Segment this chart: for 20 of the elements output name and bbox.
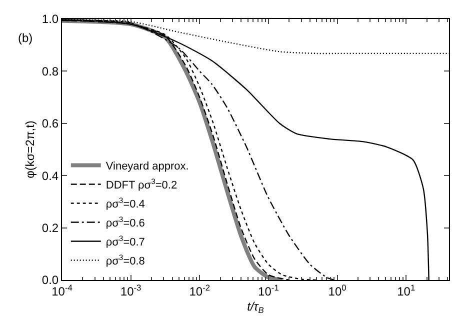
- text: (b): [18, 31, 33, 45]
- x-tick-label: 10$^{1}$: [397, 282, 416, 298]
- legend-label: Vineyard approx.: [106, 160, 189, 173]
- y-tick-label: 0.4: [42, 168, 59, 183]
- legend-label: ρσ$^{3}$=0.4: [106, 196, 145, 211]
- y-axis-title: φ(kσ=2π,t): [23, 120, 38, 178]
- y-tick-label: 0.2: [42, 221, 59, 235]
- legend-label: ρσ$^{3}$=0.8: [106, 252, 145, 268]
- legend-label: DDFT ρσ$^{3}$=0.2: [106, 176, 178, 192]
- y-tick-label: 1.0: [42, 12, 59, 26]
- legend-label: ρσ$^{3}$=0.6: [106, 214, 145, 230]
- y-tick-label: 0.6: [42, 116, 59, 131]
- x-tick-label: 10$^{-3}$: [120, 282, 142, 298]
- x-tick-label: 10$^{0}$: [328, 282, 347, 298]
- y-tick-label: 0.0: [42, 273, 59, 288]
- x-axis-title: t/τ$_{B}$: [247, 299, 264, 315]
- legend-label: ρσ$^{3}$=0.7: [106, 234, 145, 249]
- x-tick-label: 10$^{-2}$: [189, 282, 210, 298]
- y-tick-label: 0.8: [42, 64, 59, 78]
- x-tick-label: 10$^{-1}$: [258, 282, 280, 298]
